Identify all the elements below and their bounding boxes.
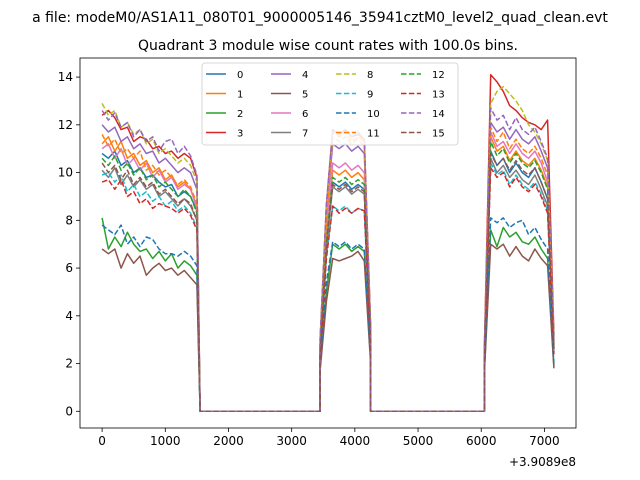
series-line-9 (101, 162, 555, 413)
x-tick-label: 0 (98, 434, 106, 448)
x-tick-label: 1000 (150, 434, 181, 448)
x-axis-offset-label: +3.9089e8 (509, 455, 576, 469)
series-line-7 (101, 157, 555, 413)
legend-label: 12 (432, 70, 445, 81)
legend-label: 8 (367, 70, 373, 81)
legend-label: 11 (367, 129, 380, 140)
figure-suptitle: a file: modeM0/AS1A11_080T01_9000005146_… (32, 10, 608, 26)
legend-label: 9 (367, 90, 373, 101)
y-tick-label: 10 (58, 166, 73, 180)
x-tick-label: 3000 (276, 434, 307, 448)
x-tick-label: 5000 (403, 434, 434, 448)
legend-label: 7 (302, 129, 308, 140)
legend-label: 15 (432, 129, 445, 140)
y-tick-label: 14 (58, 70, 73, 84)
legend-label: 2 (237, 109, 243, 120)
legend-label: 1 (237, 90, 243, 101)
legend-label: 13 (432, 90, 445, 101)
series-line-12 (101, 140, 555, 413)
y-tick-label: 12 (58, 118, 73, 132)
series-line-10 (101, 217, 555, 413)
y-tick-label: 8 (65, 213, 73, 227)
legend-label: 6 (302, 109, 308, 120)
x-tick-label: 2000 (213, 434, 244, 448)
series-line-15 (101, 152, 555, 413)
legend-label: 4 (302, 70, 308, 81)
legend-label: 10 (367, 109, 380, 120)
x-tick-label: 4000 (340, 434, 371, 448)
legend-label: 0 (237, 70, 243, 81)
chart-title: Quadrant 3 module wise count rates with … (138, 38, 518, 54)
legend-label: 5 (302, 90, 308, 101)
y-axis: 0 2 4 6 8 10 12 14 (58, 70, 80, 418)
y-tick-label: 6 (65, 261, 73, 275)
x-tick-label: 6000 (466, 434, 497, 448)
y-tick-label: 0 (65, 404, 73, 418)
x-tick-label: 7000 (529, 434, 560, 448)
y-tick-label: 2 (65, 357, 73, 371)
series-line-5 (101, 243, 555, 413)
plot-frame (79, 57, 577, 429)
series-line-13 (101, 167, 555, 413)
x-axis: 0 1000 2000 3000 4000 5000 6000 7000 (98, 428, 560, 448)
legend-frame (201, 62, 459, 146)
legend-label: 3 (237, 129, 243, 140)
legend-label: 14 (432, 109, 445, 120)
y-tick-label: 4 (65, 309, 73, 323)
